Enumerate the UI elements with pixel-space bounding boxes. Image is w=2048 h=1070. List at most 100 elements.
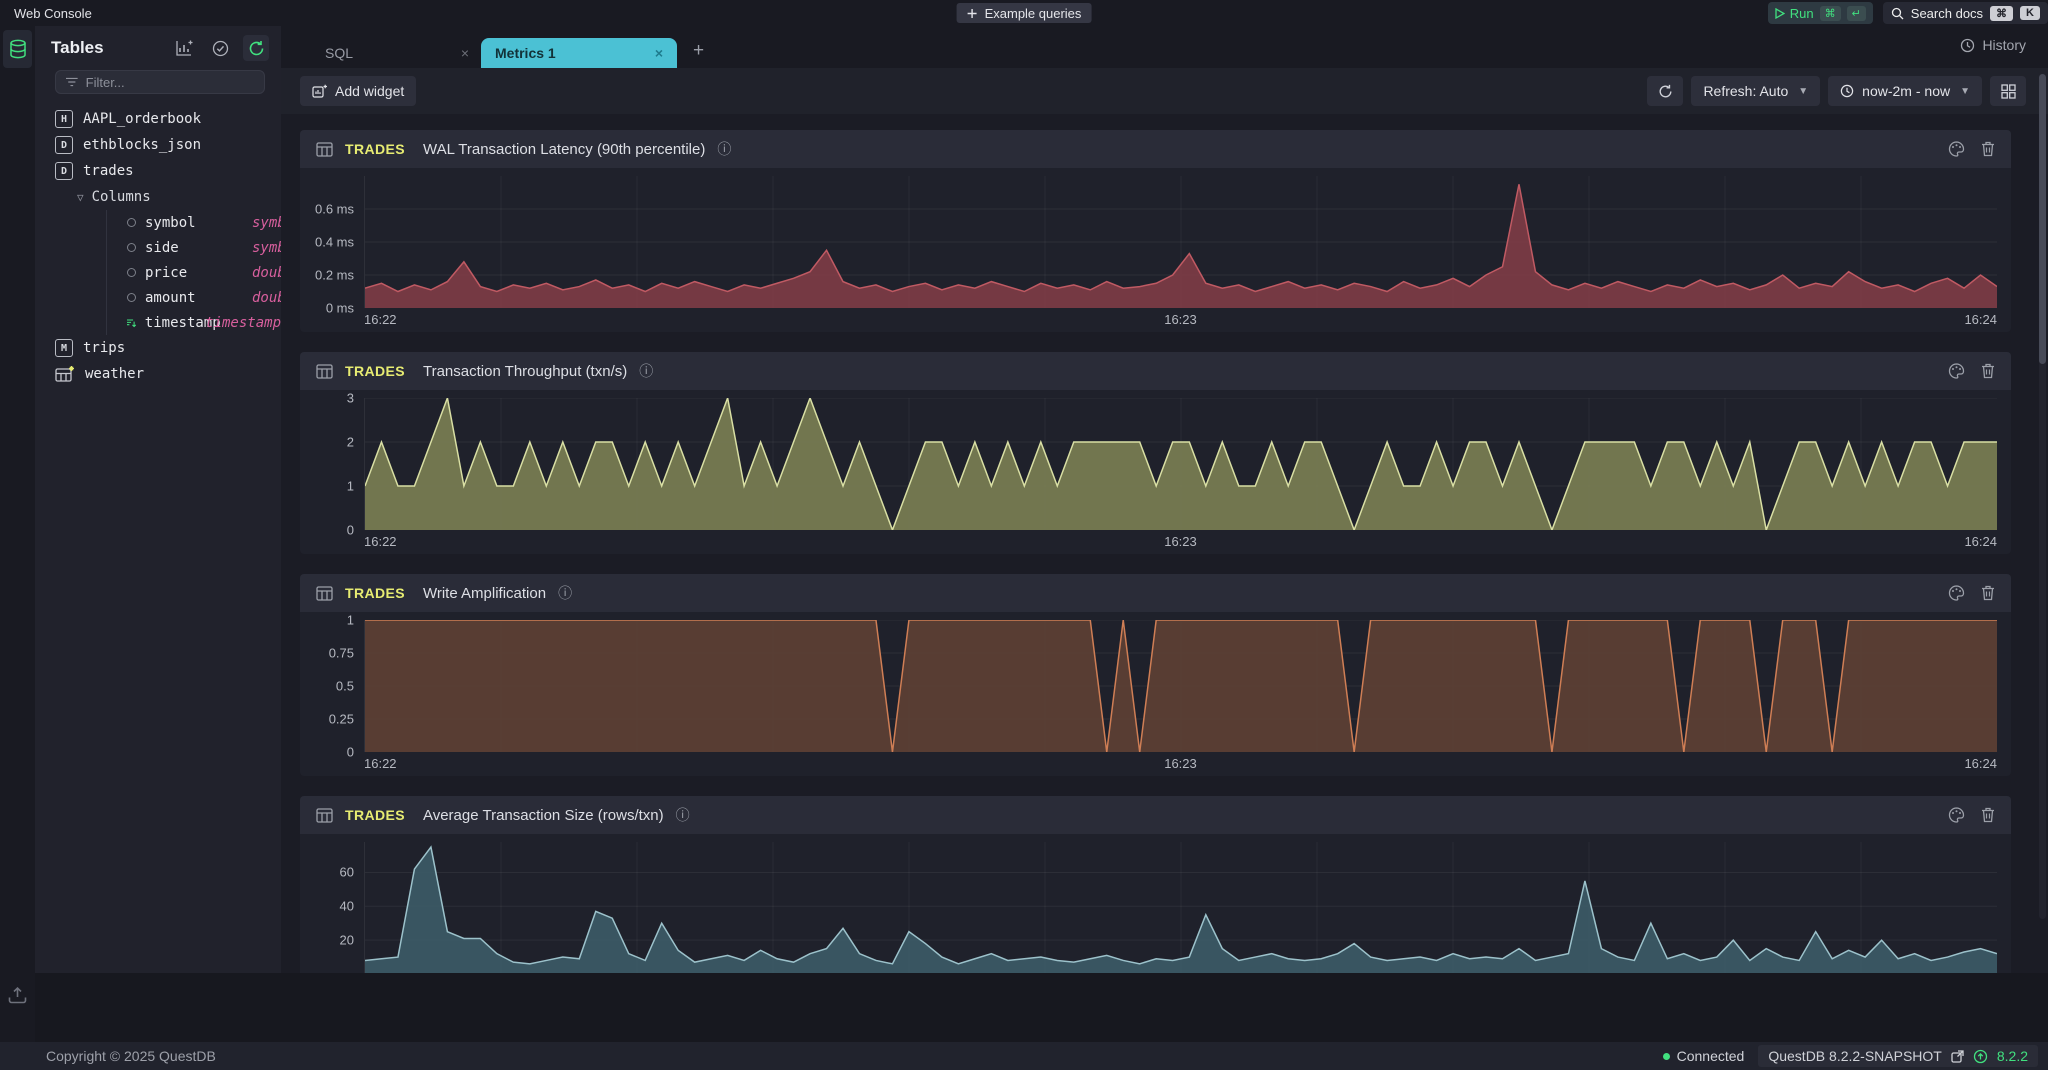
widget-table-label[interactable]: TRADES [345, 141, 405, 157]
version-pill[interactable]: QuestDB 8.2.2-SNAPSHOT 8.2.2 [1758, 1045, 2038, 1067]
widget-table-label[interactable]: TRADES [345, 585, 405, 601]
example-queries-button[interactable]: Example queries [956, 3, 1092, 23]
table-row-trades[interactable]: D trades [35, 158, 281, 184]
left-rail [0, 26, 35, 973]
refresh-dashboard-button[interactable] [1647, 76, 1684, 106]
y-tick-label: 0.25 [328, 711, 354, 727]
chevron-down-icon: ▽ [77, 190, 84, 204]
delete-widget-icon[interactable] [1981, 585, 1995, 601]
column-row-timestamp[interactable]: timestamp timestamp [107, 310, 281, 335]
search-docs-button[interactable]: Search docs ⌘ K [1882, 2, 2048, 24]
column-name: side [145, 239, 179, 256]
chart-plot[interactable] [364, 842, 1997, 973]
connection-status: Connected [1662, 1048, 1745, 1064]
column-row-amount[interactable]: amount double [107, 285, 303, 310]
layout-grid-button[interactable] [1990, 76, 2026, 106]
palette-icon[interactable] [1948, 363, 1965, 379]
enter-key-badge: ↵ [1846, 5, 1866, 21]
close-icon[interactable]: × [460, 45, 469, 61]
column-name: symbol [145, 214, 196, 231]
table-name: trades [83, 163, 134, 179]
y-tick-label: 0.2 ms [314, 267, 354, 283]
info-icon[interactable]: ⓘ [558, 585, 573, 601]
suspend-toggle-button[interactable] [207, 35, 233, 61]
close-icon[interactable]: × [654, 45, 663, 61]
y-tick-label: 40 [339, 898, 354, 914]
vertical-scrollbar[interactable] [2039, 74, 2046, 919]
info-icon[interactable]: ⓘ [639, 363, 654, 379]
time-range-label: now-2m - now [1862, 83, 1951, 99]
add-widget-button[interactable]: Add widget [300, 76, 417, 106]
column-icon [127, 218, 136, 227]
time-range-dropdown[interactable]: now-2m - now ▼ [1828, 76, 1982, 106]
filter-input[interactable] [85, 74, 254, 90]
y-tick-label: 0 ms [325, 300, 354, 316]
columns-label: Columns [91, 189, 151, 205]
refresh-rate-label: Refresh: Auto [1703, 83, 1789, 99]
chart-plot[interactable] [364, 620, 1997, 752]
table-row-ethblocks-json[interactable]: D ethblocks_json [35, 132, 281, 158]
refresh-icon [249, 40, 263, 55]
column-name: price [145, 264, 188, 281]
table-row-weather[interactable]: weather [35, 361, 281, 387]
add-metrics-button[interactable] [171, 35, 197, 61]
y-tick-label: 0 [346, 522, 354, 538]
info-icon[interactable]: ⓘ [717, 141, 732, 157]
table-row-aapl-orderbook[interactable]: H AAPL_orderbook [35, 106, 281, 132]
run-button[interactable]: Run ⌘ ↵ [1767, 2, 1873, 24]
widget-table-label[interactable]: TRADES [345, 807, 405, 823]
titlebar: Web Console Example queries Run ⌘ ↵ Sear… [0, 0, 2048, 26]
tables-panel-toggle[interactable] [3, 30, 32, 68]
connected-label: Connected [1676, 1048, 1745, 1064]
run-label: Run [1789, 5, 1814, 21]
y-axis: 0 0.25 0.5 0.75 1 [300, 613, 364, 760]
import-files-button[interactable] [8, 987, 27, 1004]
table-name: weather [85, 366, 145, 382]
example-queries-label: Example queries [984, 5, 1082, 21]
chart-plot[interactable] [364, 398, 1997, 530]
version-number: 8.2.2 [1996, 1048, 2028, 1064]
column-row-side[interactable]: side symbol [107, 235, 303, 260]
widget-table-label[interactable]: TRADES [345, 363, 405, 379]
column-type: timestamp [205, 314, 281, 331]
table-name: AAPL_orderbook [83, 111, 202, 127]
delete-widget-icon[interactable] [1981, 807, 1995, 823]
palette-icon[interactable] [1948, 807, 1965, 823]
x-axis: 16:22 16:23 16:24 [364, 530, 1997, 554]
scrollbar-thumb[interactable] [2039, 74, 2046, 364]
filter-icon [66, 77, 78, 87]
table-icon [316, 585, 333, 601]
tab-sql[interactable]: SQL × [313, 38, 481, 68]
widget-header: TRADES Average Transaction Size (rows/tx… [300, 796, 2011, 834]
column-row-symbol[interactable]: symbol symbol [107, 210, 303, 235]
columns-group-toggle[interactable]: ▽ Columns [35, 184, 281, 210]
matview-table-icon [55, 366, 74, 382]
table-icon [316, 141, 333, 157]
y-tick-label: 1 [346, 478, 354, 494]
y-tick-label: 0.6 ms [314, 201, 354, 217]
new-tab-button[interactable]: + [693, 40, 705, 61]
x-tick-label: 16:23 [1164, 534, 1197, 549]
column-row-price[interactable]: price double [107, 260, 303, 285]
delete-widget-icon[interactable] [1981, 141, 1995, 157]
refresh-rate-dropdown[interactable]: Refresh: Auto ▼ [1691, 76, 1821, 106]
main-panel: SQL × Metrics 1 × + History Add widget [281, 26, 2048, 973]
reload-tables-button[interactable] [243, 35, 269, 61]
history-button[interactable]: History [1960, 37, 2026, 53]
tab-metrics-1[interactable]: Metrics 1 × [481, 38, 677, 68]
metric-widget: TRADES WAL Transaction Latency (90th per… [300, 130, 2011, 332]
x-axis: 16:22 16:23 16:24 [364, 752, 1997, 776]
y-tick-label: 1 [346, 612, 354, 628]
delete-widget-icon[interactable] [1981, 363, 1995, 379]
y-axis: 20 40 60 [300, 842, 364, 973]
palette-icon[interactable] [1948, 141, 1965, 157]
chart-plot[interactable] [364, 176, 1997, 308]
app-title: Web Console [14, 5, 92, 21]
add-widget-label: Add widget [335, 83, 405, 99]
widget-header: TRADES Write Amplification ⓘ [300, 574, 2011, 612]
palette-icon[interactable] [1948, 585, 1965, 601]
clock-icon [1840, 84, 1854, 98]
info-icon[interactable]: ⓘ [675, 807, 690, 823]
table-row-trips[interactable]: M trips [35, 335, 281, 361]
k-key-badge: K [2020, 6, 2040, 20]
